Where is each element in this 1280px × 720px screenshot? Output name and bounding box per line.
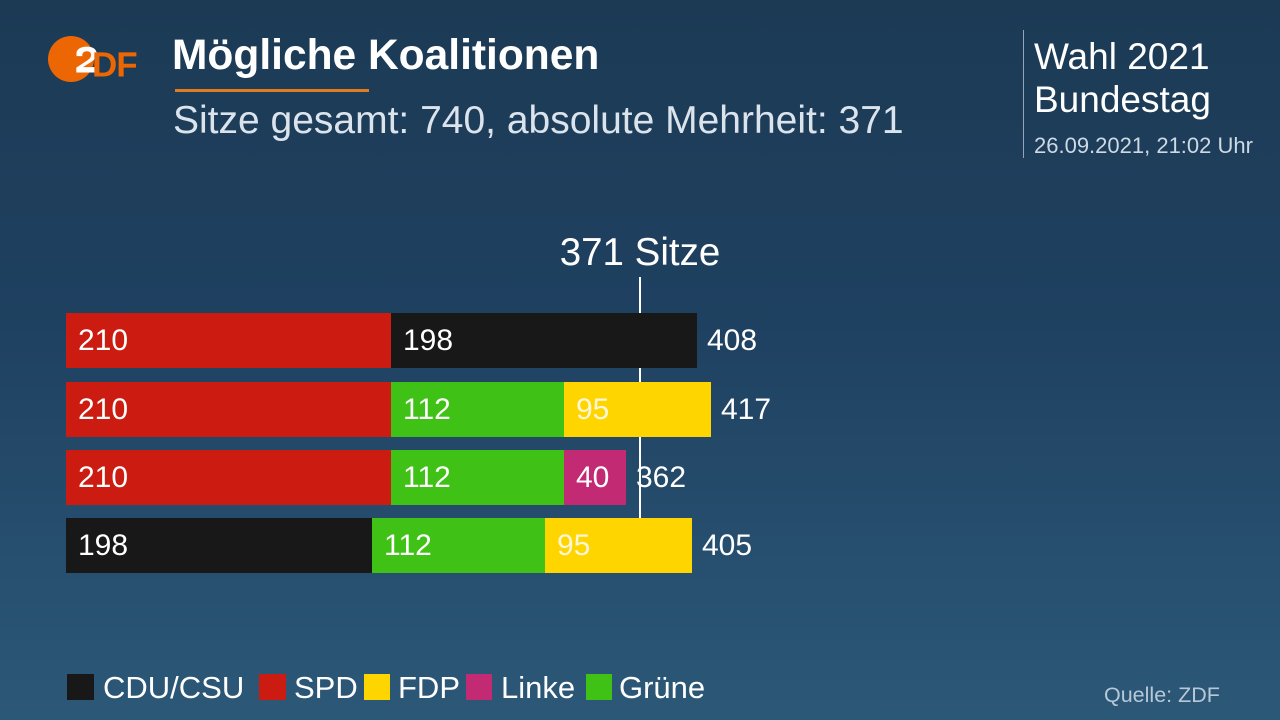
svg-text:DF: DF [92, 46, 137, 85]
